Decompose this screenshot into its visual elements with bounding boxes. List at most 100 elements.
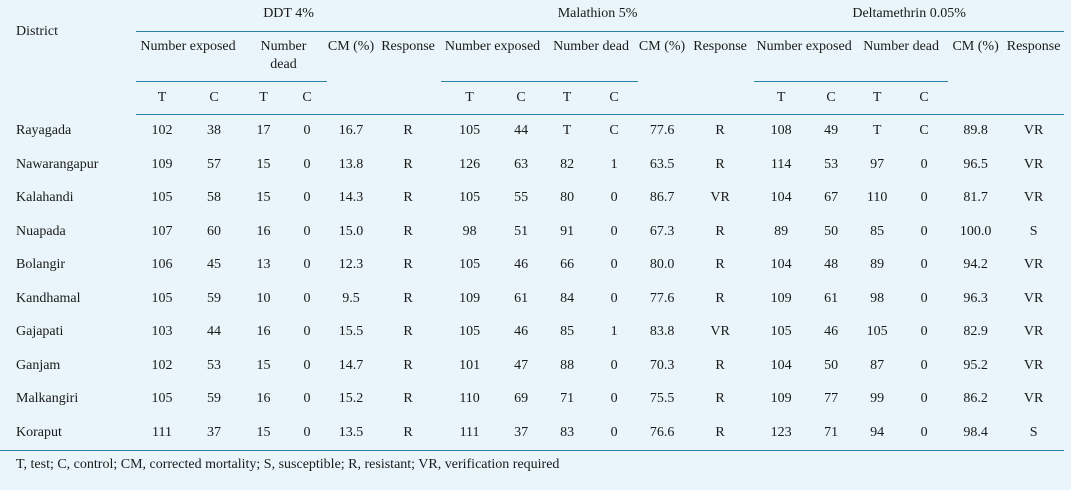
del-response-cell: VR (1023, 324, 1044, 340)
c-header: C (287, 81, 327, 115)
mal-exposed-t-cell: 105 (459, 257, 481, 273)
number-exposed-header: Number exposed (441, 31, 545, 82)
del-dead-c-cell: C (919, 123, 929, 139)
del-dead-t-cell: 105 (866, 324, 888, 340)
ddt-dead-t-cell: 16 (256, 324, 271, 340)
ddt-response-cell: R (403, 391, 413, 407)
mal-dead-c-cell: 0 (610, 357, 618, 373)
table-row: Nawarangapur 109 57 15 0 13.8 R 126 63 82 1 63.5 R 11… (0, 148, 1064, 182)
mal-cm-cell: 76.6 (638, 416, 687, 451)
del-exposed-c-cell: 50 (824, 357, 839, 373)
ddt-cm-cell: 16.7 (338, 123, 364, 139)
mal-cm-cell: 83.8 (649, 324, 675, 340)
table-row: Rayagada 102 38 17 0 16.7 R 105 44 T C 77.6 R 108 49 T C… (0, 114, 1064, 148)
del-exposed-c-cell: 77 (824, 391, 839, 407)
number-dead-header: Number dead (854, 31, 949, 82)
mal-exposed-t-cell: 105 (459, 324, 481, 340)
del-exposed-t-cell: 104 (770, 257, 792, 273)
ddt-cm-cell: 15.0 (338, 223, 364, 239)
ddt-dead-t-cell: 16 (256, 223, 271, 239)
mal-exposed-t-cell: 109 (459, 290, 481, 306)
ddt-exposed-c-cell: 59 (207, 391, 221, 407)
c-header: C (590, 81, 639, 115)
mal-cm-cell: 75.5 (649, 391, 675, 407)
del-cm-cell: 94.2 (963, 257, 988, 273)
del-cm-cell: 95.2 (963, 357, 988, 373)
mal-dead-c-cell: 1 (610, 324, 618, 340)
ddt-cm-cell: 14.3 (338, 190, 364, 206)
ddt-dead-c-cell: 0 (303, 156, 311, 172)
response-header: Response (1006, 38, 1061, 54)
del-response-cell: VR (1023, 123, 1044, 139)
del-dead-c-cell: 0 (920, 290, 928, 306)
ddt-dead-t-cell: 15 (256, 190, 271, 206)
c-header: C (498, 81, 545, 115)
table-row: Malkangiri 105 59 16 0 15.2 R 110 69 71 0 75.5 R 109 7… (0, 383, 1064, 417)
mal-dead-c-cell: 0 (610, 257, 618, 273)
ddt-dead-t-cell: 15 (240, 416, 287, 451)
header-spacer (686, 81, 755, 115)
del-response-cell: VR (1023, 391, 1044, 407)
ddt-dead-c-cell: 0 (303, 391, 311, 407)
c-header: C (188, 81, 240, 115)
mal-response-cell: R (686, 416, 755, 451)
mal-cm-cell: 77.6 (649, 123, 675, 139)
del-exposed-c-cell: 48 (824, 257, 839, 273)
del-cm-cell: 81.7 (963, 190, 988, 206)
del-exposed-t-cell: 104 (770, 357, 792, 373)
c-header: C (808, 81, 855, 115)
del-dead-t-cell: 98 (870, 290, 885, 306)
table-row: Gajapati 103 44 16 0 15.5 R 105 46 85 1 83.8 VR 105 46… (0, 316, 1064, 350)
insecticide-susceptibility-table: District DDT 4% Malathion 5% Deltamethri… (0, 0, 1065, 472)
header-spacer (327, 81, 375, 115)
ddt-exposed-t-cell: 107 (151, 223, 173, 239)
mal-dead-t-cell: 85 (560, 324, 575, 340)
response-header: Response (693, 38, 747, 54)
del-dead-c-cell: 0 (920, 190, 928, 206)
mal-response-cell: R (715, 290, 725, 306)
mal-dead-t-cell: T (562, 123, 572, 139)
mal-exposed-c-cell: 69 (514, 391, 529, 407)
cm-header: CM (%) (638, 38, 686, 54)
mal-dead-t-cell: 66 (560, 257, 575, 273)
mal-exposed-c-cell: 55 (514, 190, 529, 206)
ddt-exposed-c-cell: 45 (207, 257, 221, 273)
del-dead-c-cell: 0 (920, 391, 928, 407)
ddt-response-cell: R (403, 223, 413, 239)
mal-dead-t-cell: 82 (560, 156, 575, 172)
mal-dead-t-cell: 80 (560, 190, 575, 206)
mal-exposed-t-cell: 126 (459, 156, 481, 172)
del-cm-cell: 82.9 (963, 324, 988, 340)
mal-exposed-c-cell: 61 (514, 290, 529, 306)
district-cell: Ganjam (16, 357, 61, 373)
t-header: T (136, 81, 188, 115)
del-cm-cell: 96.5 (963, 156, 988, 172)
cm-header: CM (%) (327, 38, 375, 54)
del-cm-cell: 86.2 (963, 391, 988, 407)
header-spacer (638, 81, 687, 115)
ddt-exposed-c-cell: 38 (207, 123, 221, 139)
mal-exposed-c-cell: 47 (514, 357, 529, 373)
ddt-dead-c-cell: 0 (303, 223, 311, 239)
district-cell: Malkangiri (16, 391, 79, 407)
del-dead-t-cell: 97 (870, 156, 885, 172)
mal-response-cell: R (715, 223, 725, 239)
table-body: Rayagada 102 38 17 0 16.7 R 105 44 T C 77.6 R 108 49 T C… (0, 114, 1065, 451)
del-dead-t-cell: 110 (866, 190, 888, 206)
mal-response-cell: R (715, 257, 725, 273)
ddt-exposed-t-cell: 106 (151, 257, 173, 273)
number-exposed-header: Number exposed (136, 31, 240, 82)
table-row: Koraput 111 37 15 0 13.5 R 111 37 83 0 76.6 R 123 71 94… (0, 416, 1065, 451)
del-dead-t-cell: T (872, 123, 882, 139)
mal-dead-c-cell: 0 (610, 391, 618, 407)
del-cm-cell: 96.3 (963, 290, 988, 306)
ddt-cm-cell: 15.5 (338, 324, 364, 340)
header-spacer (948, 81, 1004, 115)
mal-dead-t-cell: 91 (560, 223, 575, 239)
del-exposed-c-cell: 71 (808, 416, 855, 451)
mal-response-cell: VR (710, 324, 730, 340)
del-dead-t-cell: 94 (854, 416, 901, 451)
ddt-dead-c-cell: 0 (303, 190, 311, 206)
del-dead-t-cell: 85 (870, 223, 885, 239)
ddt-dead-t-cell: 15 (256, 357, 271, 373)
